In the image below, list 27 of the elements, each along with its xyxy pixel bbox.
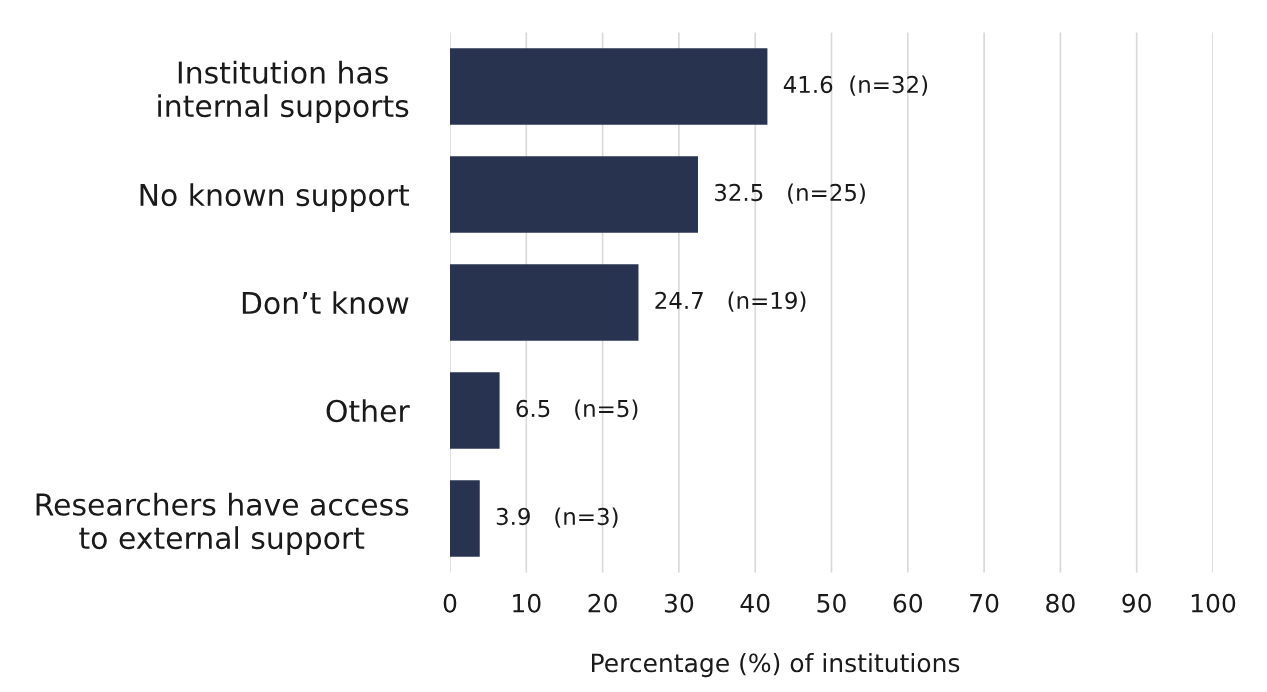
x-tick-label: 40 xyxy=(740,593,770,613)
bar xyxy=(450,480,480,557)
x-tick-label: 70 xyxy=(970,593,999,613)
data-label: 24.7 (n=19) xyxy=(655,291,806,312)
x-tick-label: 10 xyxy=(513,593,541,613)
bar xyxy=(450,156,698,233)
x-tick-label: 80 xyxy=(1046,593,1075,613)
bar xyxy=(450,264,639,341)
bar xyxy=(450,48,768,125)
bar xyxy=(450,372,500,449)
data-label: 3.9 (n=3) xyxy=(496,507,618,528)
x-tick-label: 30 xyxy=(664,593,694,613)
y-tick-label: Don’t know xyxy=(242,291,409,315)
data-label: 32.5 (n=25) xyxy=(715,183,865,204)
x-tick-label: 90 xyxy=(1122,593,1151,613)
x-tick-label: 0 xyxy=(443,593,457,613)
y-tick-label: No known support xyxy=(140,183,410,213)
y-tick-label: Institution has internal supports xyxy=(158,60,409,124)
y-tick-label: Researchers have access to external support xyxy=(36,492,409,556)
x-tick-label: 20 xyxy=(588,593,617,613)
data-label: 6.5 (n=5) xyxy=(516,399,638,420)
x-tick-label: 100 xyxy=(1191,593,1236,613)
x-axis-title: Percentage (%) of institutions xyxy=(591,653,960,678)
y-tick-label: Other xyxy=(326,399,410,423)
x-tick-label: 50 xyxy=(817,593,846,613)
data-label: 41.6 (n=32) xyxy=(783,75,928,96)
x-tick-label: 60 xyxy=(893,593,923,613)
